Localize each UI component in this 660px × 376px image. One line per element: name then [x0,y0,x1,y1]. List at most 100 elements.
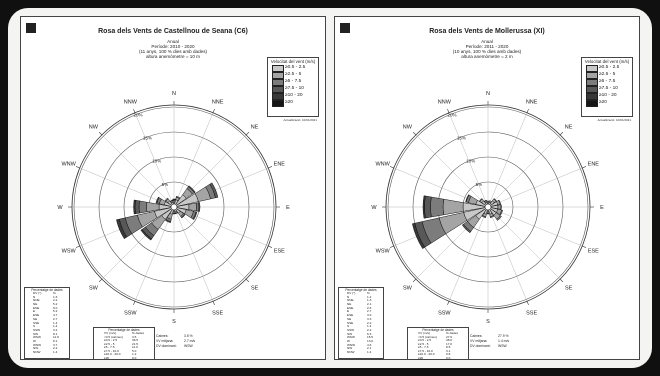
direction-label: SSE [526,310,537,316]
direction-label: W [57,205,63,211]
legend-label: ≥5 - 7.5 [599,79,616,84]
wind-rose-wedge [188,202,197,212]
direction-tick [582,245,587,248]
col-header: % dades [132,331,145,335]
legend-entry: ≥10 - 20 [582,92,632,100]
percent-cell: 2.2 [53,298,58,303]
direction-cell: NNW [347,350,355,354]
col-header: % [53,291,56,295]
direction-label: NW [403,124,413,130]
speed-cell: ≥20 [104,355,110,360]
table-row: NW 2.1 [339,347,383,351]
direction-cell: N [347,294,350,299]
direction-tick [75,166,80,169]
subtitle-line: altura anemòmetre = 2 m [461,54,513,59]
wind-rose-wedge [116,218,128,240]
direction-spoke [487,206,583,247]
direction-cell: SSE [33,320,40,325]
direction-tick [559,131,564,136]
meteocat-logo [340,23,374,37]
direction-label: ESE [588,249,599,255]
summary-stats: Calmes: 27.9 % VV mitjana: 1.4 m/s DV domina… [470,334,530,349]
direction-label: ESE [274,249,285,255]
table-header-row: DV (°) % [339,291,383,296]
percent-cell: 0.0 [132,355,137,360]
speed-cell: ≥5 - 7.5 [104,345,115,349]
wind-rose-wedge [172,213,176,215]
speed-percentage-table: Percentatge de dades VV (m/s) % dades <0… [93,327,155,360]
table-title: Percentatge de dades [345,288,377,292]
percent-cell: 1.4 [53,350,58,354]
stat-row: Calmes: 27.9 % [470,334,530,339]
subtitle-line: (11 anys, 100 % dies amb dades) [138,49,208,54]
table-row: ESE 3.0 [339,313,383,318]
chart-title: Rosa dels Vents de Castellnou de Seana (… [98,28,248,35]
wind-rose-wedge [209,182,219,199]
table-row: NNW 1.4 [25,350,69,355]
direction-tick [582,166,587,169]
direction-tick [245,131,250,136]
subtitle-line: Anual [167,39,179,44]
percent-cell: 4.6 [367,342,372,347]
stat-value: 1.4 m/s [498,339,510,343]
direction-tick [447,108,450,113]
speed-cell: ≥2.5 - 5 [418,341,429,346]
subtitle-line: Període: 2011 - 2020 [465,44,509,49]
table-row: NNE 1.3 [339,299,383,303]
direction-label: SSW [124,310,137,316]
stat-row: DV dominant: WSW [470,344,530,349]
calm-centre [484,203,492,211]
table-row: WNW 3.7 [25,342,69,348]
legend-entry: ≥5 - 7.5 [582,78,632,86]
direction-tick [268,245,273,248]
legend-swatch [586,100,598,107]
table-row: ≥2.5 - 5 21.5 [94,341,154,347]
table-row: ≥5 - 7.5 11.0 [94,345,154,350]
speed-cell: ≥7.5 - 10.0 [104,348,119,353]
table-row: S 1.4 [25,324,69,329]
col-header: DV (°) [347,291,356,295]
table-row: E 5.2 [25,310,69,314]
speed-cell: ≥0.5 - 2.5 [104,338,118,342]
stat-value: 2.7 m/s [184,339,196,343]
wind-rose-wedge [493,198,497,202]
direction-cell: NNE [347,298,354,303]
wind-rose-wedge [483,199,487,202]
direction-cell: W [33,338,36,343]
direction-spoke [448,112,489,208]
table-header-row: DV (°) % [25,291,69,296]
direction-tick [98,131,103,136]
direction-label: NNE [212,100,224,106]
direction-label: N [486,91,490,97]
table-row: <0.5 (calmes) 27.9 [408,335,468,340]
direction-cell: E [33,309,36,314]
table-row: WSW 15.5 [339,336,383,340]
wind-rose-wedge [133,199,136,215]
direction-cell: ESE [33,313,40,318]
percent-cell: 2.2 [367,327,372,332]
direction-cell: WNW [33,342,42,347]
percent-cell: 1.4 [367,324,372,329]
percent-cell: 2.1 [367,302,372,307]
ring-label: 10% [152,159,161,164]
subtitle-line: Anual [481,39,493,44]
wind-rose-wedge [422,195,426,219]
direction-cell: NW [33,346,39,351]
direction-label: WSW [376,249,391,255]
direction-label: E [600,205,604,211]
percent-cell: 1.2 [132,352,137,356]
legend-swatch [272,100,284,107]
legend-entry: ≥0.5 - 2.5 [582,64,632,72]
stat-value: WSW [498,344,507,348]
wind-rose-wedge [165,219,172,223]
wind-rose-wedge [187,185,196,194]
percent-cell: 2.6 [367,305,372,310]
percent-cell: 5.2 [53,309,58,314]
percent-cell: 21.5 [132,341,139,346]
percent-cell: 11.0 [132,345,138,349]
stat-row: Calmes: 3.5 % [156,334,216,339]
direction-label: ENE [274,161,286,167]
table-title: Percentatge de dades [422,328,454,332]
direction-cell: SW [33,331,38,336]
ring-label: 5% [162,182,169,187]
